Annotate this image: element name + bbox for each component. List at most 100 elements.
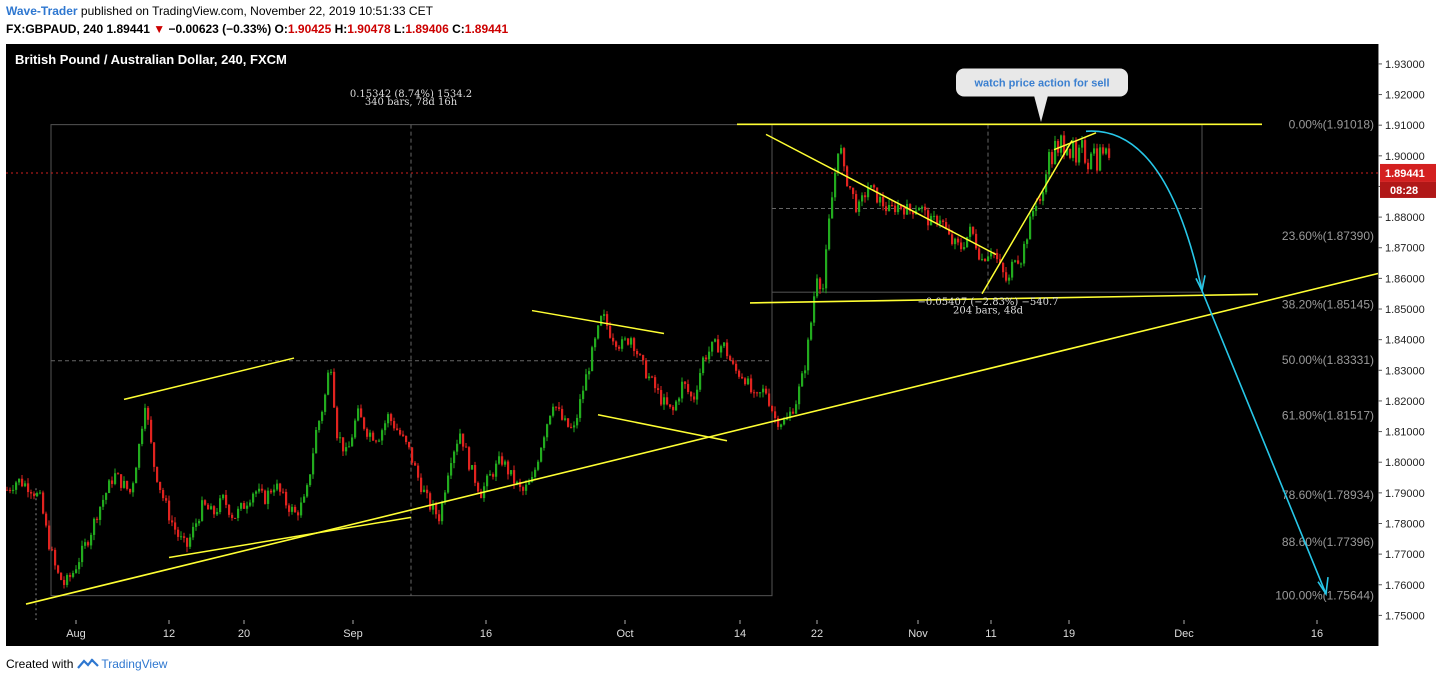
candle-body	[90, 534, 93, 546]
candle-body	[711, 341, 714, 352]
candle-body	[81, 545, 84, 563]
candle-body	[372, 432, 375, 441]
candle-body	[897, 204, 900, 213]
measure-label-1a: 0.15342 (8.74%) 1534.2	[350, 89, 472, 100]
candle-body	[972, 226, 975, 234]
candle-body	[159, 481, 162, 490]
tradingview-icon	[77, 658, 100, 669]
candle-body	[72, 573, 75, 577]
candle-body	[384, 423, 387, 431]
candle-body	[306, 485, 309, 497]
candle-body	[1029, 216, 1032, 240]
candle-body	[960, 242, 963, 250]
candle-body	[309, 474, 312, 486]
candle-body	[1069, 148, 1072, 158]
candle-body	[729, 356, 732, 361]
candle-body	[582, 390, 585, 400]
candle-body	[69, 575, 72, 577]
candle-body	[366, 428, 369, 437]
y-tick-label: 1.79000	[1385, 488, 1425, 500]
candle-body	[549, 415, 552, 425]
footer: Created with TradingView	[6, 657, 167, 671]
y-tick-label: 1.92000	[1385, 90, 1425, 102]
candle-body	[561, 408, 564, 420]
candle-body	[141, 428, 144, 444]
candle-body	[795, 404, 798, 414]
candle-body	[294, 506, 297, 513]
fib-level-label: 78.60%(1.78934)	[1282, 488, 1374, 502]
candle-body	[405, 435, 408, 442]
candle-body	[48, 525, 51, 550]
flag-upper	[531, 309, 665, 335]
candle-body	[186, 537, 189, 547]
candle-body	[645, 360, 648, 379]
candle-body	[363, 417, 366, 429]
candle-body	[33, 493, 36, 497]
candle-body	[111, 480, 114, 484]
callout-pointer	[1034, 95, 1048, 123]
candle-body	[207, 504, 210, 510]
candle-body	[567, 418, 570, 427]
candle-body	[912, 211, 915, 215]
y-tick-label: 1.93000	[1385, 59, 1425, 71]
candle-body	[480, 491, 483, 499]
candle-body	[408, 441, 411, 448]
candle-body	[117, 473, 120, 475]
candle-body	[15, 482, 18, 490]
candle-body	[144, 407, 147, 429]
candle-body	[282, 491, 285, 493]
candle-body	[60, 572, 63, 580]
candle-body	[627, 338, 630, 345]
price-chart[interactable]: 1.930001.920001.910001.900001.890001.880…	[6, 44, 1438, 646]
candle-body	[150, 419, 153, 443]
candle-body	[591, 347, 594, 372]
candle-body	[393, 421, 396, 429]
candle-body	[777, 418, 780, 427]
candle-body	[183, 536, 186, 538]
last-price-badge-text: 1.89441	[1385, 168, 1425, 180]
candle-body	[681, 381, 684, 399]
candle-body	[522, 487, 525, 491]
candle-body	[147, 407, 150, 420]
candle-body	[516, 481, 519, 484]
candle-body	[558, 407, 561, 409]
candle-body	[864, 195, 867, 198]
candle-body	[303, 496, 306, 503]
candle-body	[702, 357, 705, 374]
candle-body	[537, 461, 540, 470]
candle-body	[996, 253, 999, 260]
candle-body	[21, 478, 24, 487]
candle-body	[834, 172, 837, 198]
candle-body	[639, 354, 642, 356]
candle-body	[663, 397, 666, 405]
candle-body	[531, 476, 534, 482]
candle-body	[741, 376, 744, 379]
candle-body	[885, 206, 888, 212]
fib-level-label: 38.20%(1.85145)	[1282, 298, 1374, 312]
candle-body	[165, 498, 168, 501]
candle-body	[399, 430, 402, 435]
candle-body	[24, 483, 27, 487]
x-tick-label: Dec	[1174, 628, 1194, 640]
y-tick-label: 1.84000	[1385, 335, 1425, 347]
candle-body	[396, 428, 399, 431]
candle-body	[162, 489, 165, 499]
x-tick-label: 11	[985, 628, 996, 640]
candle-body	[249, 502, 252, 506]
candle-body	[252, 493, 255, 503]
candle-body	[486, 475, 489, 487]
candle-body	[576, 417, 579, 426]
measure-label-2b: 204 bars, 48d	[953, 305, 1024, 316]
tradingview-logo[interactable]: TradingView	[77, 657, 167, 671]
candle-body	[570, 426, 573, 428]
candle-body	[588, 371, 591, 375]
candle-body	[1054, 141, 1057, 165]
y-tick-label: 1.85000	[1385, 304, 1425, 316]
candle-body	[933, 215, 936, 217]
candle-body	[708, 351, 711, 360]
candle-body	[966, 236, 969, 248]
candle-body	[1011, 261, 1014, 278]
author-link[interactable]: Wave-Trader	[6, 4, 78, 18]
candle-body	[621, 339, 624, 349]
candle-body	[792, 411, 795, 414]
